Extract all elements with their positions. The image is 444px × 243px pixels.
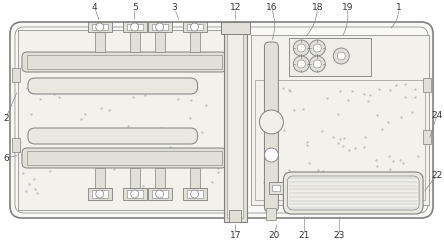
Circle shape [297, 44, 305, 52]
FancyBboxPatch shape [10, 22, 433, 218]
Circle shape [309, 56, 325, 72]
Bar [12, 68, 20, 82]
FancyBboxPatch shape [28, 128, 198, 144]
Bar [155, 30, 165, 52]
Bar [27, 55, 222, 69]
Bar [152, 190, 168, 198]
Bar [289, 38, 371, 76]
Text: 6: 6 [3, 154, 9, 163]
Circle shape [337, 52, 345, 60]
Bar [130, 30, 140, 52]
Circle shape [96, 23, 104, 31]
Circle shape [309, 40, 325, 56]
Circle shape [293, 56, 309, 72]
Bar [27, 151, 222, 165]
Bar [423, 78, 431, 92]
Circle shape [190, 190, 198, 198]
Bar [266, 208, 277, 220]
Bar [182, 188, 206, 200]
Text: 4: 4 [92, 3, 98, 12]
Text: 23: 23 [333, 231, 345, 240]
FancyBboxPatch shape [28, 78, 198, 94]
Bar [186, 24, 202, 30]
Bar [148, 22, 172, 32]
Bar [92, 190, 108, 198]
Text: 24: 24 [432, 111, 443, 120]
Bar [127, 190, 143, 198]
Bar [130, 168, 140, 190]
Bar [92, 24, 108, 30]
Text: 2: 2 [3, 113, 9, 122]
Bar [148, 188, 172, 200]
FancyBboxPatch shape [22, 148, 226, 168]
FancyBboxPatch shape [265, 42, 278, 212]
Bar [127, 24, 143, 30]
Circle shape [190, 23, 198, 31]
Circle shape [297, 60, 305, 68]
FancyBboxPatch shape [287, 176, 419, 210]
Bar [223, 22, 247, 222]
Bar [123, 22, 147, 32]
Circle shape [313, 60, 321, 68]
Circle shape [96, 190, 104, 198]
Bar [251, 35, 429, 205]
Circle shape [313, 44, 321, 52]
Bar [152, 24, 168, 30]
Bar [182, 22, 206, 32]
Text: 3: 3 [172, 3, 178, 12]
Bar [95, 168, 105, 190]
Circle shape [131, 190, 139, 198]
Text: 5: 5 [132, 3, 138, 12]
Bar [190, 30, 199, 52]
Bar [123, 188, 147, 200]
Circle shape [131, 23, 139, 31]
FancyBboxPatch shape [283, 172, 423, 214]
Bar [255, 80, 425, 200]
Bar [88, 22, 112, 32]
Bar [221, 22, 250, 34]
Bar [270, 182, 283, 194]
Circle shape [156, 23, 164, 31]
Circle shape [293, 40, 309, 56]
Bar [273, 185, 280, 191]
Bar [423, 130, 431, 144]
Circle shape [333, 48, 349, 64]
Bar [227, 26, 243, 218]
Text: 21: 21 [299, 231, 310, 240]
Bar [95, 30, 105, 52]
Bar [88, 188, 112, 200]
Text: 16: 16 [266, 3, 277, 12]
FancyBboxPatch shape [22, 52, 226, 72]
Text: 18: 18 [312, 3, 323, 12]
Text: 17: 17 [230, 231, 241, 240]
Bar [155, 168, 165, 190]
Bar [186, 190, 202, 198]
Text: 20: 20 [269, 231, 280, 240]
Text: 22: 22 [432, 171, 443, 180]
Text: 12: 12 [230, 3, 241, 12]
Bar [190, 168, 199, 190]
Circle shape [156, 190, 164, 198]
Bar [230, 210, 242, 222]
Text: 1: 1 [396, 3, 402, 12]
Circle shape [259, 110, 283, 134]
Circle shape [265, 148, 278, 162]
Text: 19: 19 [341, 3, 353, 12]
Bar [12, 138, 20, 152]
Bar [18, 30, 227, 210]
